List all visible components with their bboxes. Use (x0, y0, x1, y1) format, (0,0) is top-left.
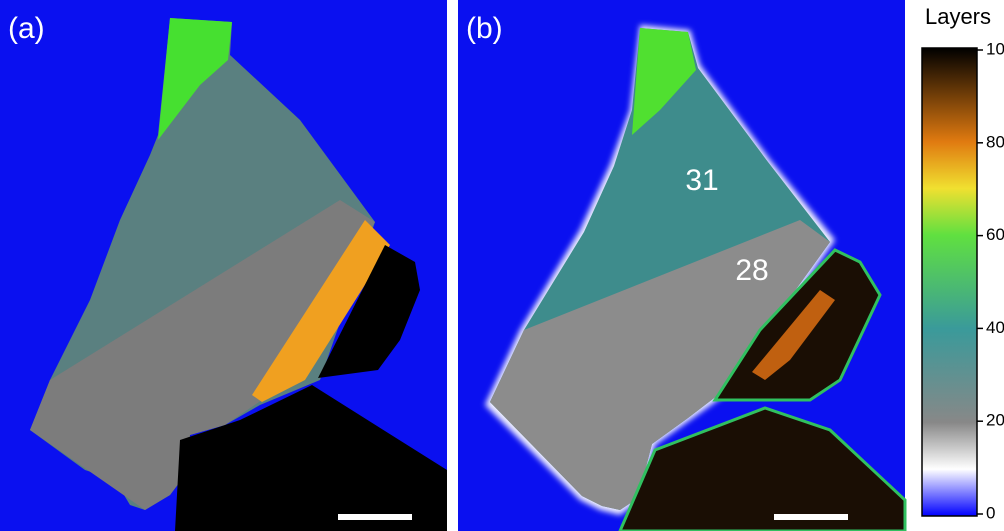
scale-bar (774, 514, 848, 520)
thin-band (30, 200, 375, 510)
tick-label: 40 (986, 318, 1004, 337)
orange-stripe (252, 220, 390, 402)
tick-label: 20 (986, 411, 1004, 430)
colorbar: Layers 0 20 40 60 80 100 (921, 4, 1004, 522)
bulk (175, 385, 447, 531)
thick-region (158, 18, 232, 140)
thick-region (632, 28, 696, 135)
tick-label: 0 (986, 503, 995, 522)
panel-label: (b) (466, 12, 503, 45)
annotation: 28 (735, 254, 768, 287)
tick-label: 80 (986, 132, 1004, 151)
scale-bar (338, 514, 412, 520)
panel-a: (a) (0, 0, 447, 531)
tick-label: 60 (986, 225, 1004, 244)
bulk (318, 245, 420, 378)
bulk (618, 406, 907, 531)
annotation: 31 (685, 164, 718, 197)
colorbar-scale (921, 47, 978, 517)
panel-b: (b) 31 28 (458, 0, 907, 531)
colorbar-title: Layers (925, 4, 991, 29)
panel-label: (a) (8, 12, 45, 45)
tick-label: 100 (986, 39, 1004, 58)
orange-stripe (752, 290, 835, 380)
thin-band (490, 220, 830, 510)
